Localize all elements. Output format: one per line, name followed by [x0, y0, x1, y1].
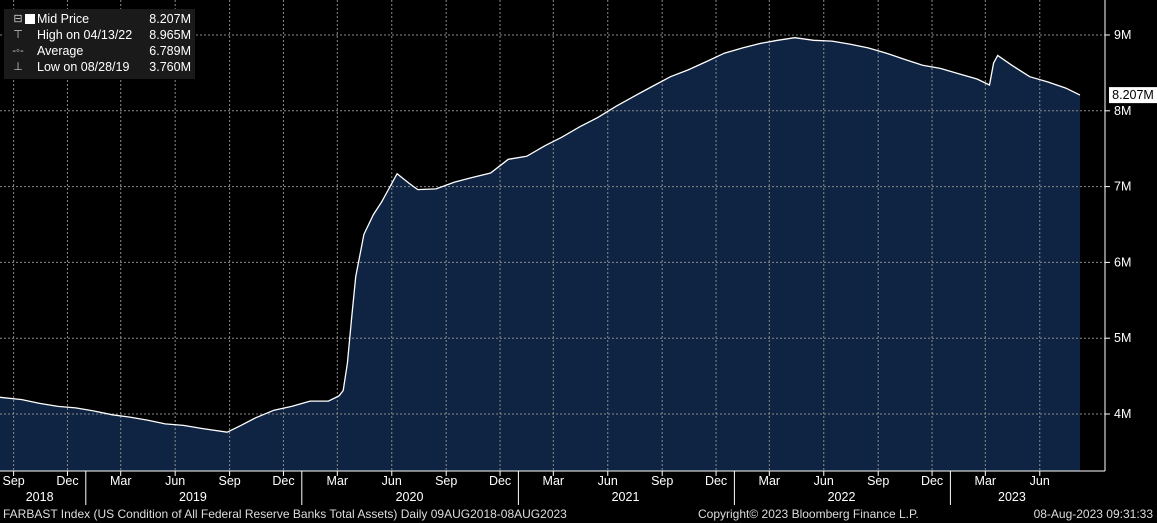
footer-timestamp: 08-Aug-2023 09:31:33 — [1033, 507, 1153, 521]
x-month-label: Sep — [2, 474, 24, 488]
legend-row-average: -◦- Average 6.789M — [4, 43, 195, 59]
x-month-label: Sep — [651, 474, 673, 488]
x-month-label: Sep — [435, 474, 457, 488]
x-month-label: Jun — [1030, 474, 1050, 488]
series-line — [0, 37, 1081, 433]
x-month-label: Dec — [489, 474, 511, 488]
series-swatch-icon — [25, 14, 35, 24]
y-tick-label: 8M — [1114, 104, 1131, 118]
legend-value-high: 8.965M — [149, 28, 191, 42]
legend-label-mid: Mid Price — [37, 12, 90, 26]
collapse-icon[interactable]: ⊟ — [13, 13, 23, 25]
legend-row-high: ⊤ High on 04/13/22 8.965M — [4, 27, 195, 43]
x-month-label: Sep — [218, 474, 240, 488]
y-tick-label: 6M — [1114, 255, 1131, 269]
legend-value-mid: 8.207M — [149, 12, 191, 26]
x-month-label: Jun — [382, 474, 402, 488]
legend-row-low: ⊥ Low on 08/28/19 3.760M — [4, 59, 195, 75]
legend-label-high: High on 04/13/22 — [37, 28, 133, 42]
legend-value-low: 3.760M — [149, 60, 191, 74]
legend-row-mid: ⊟ Mid Price 8.207M — [4, 11, 195, 27]
x-month-label: Dec — [921, 474, 943, 488]
low-marker-icon: ⊥ — [13, 61, 23, 73]
footer-ticker-info: FARBAST Index (US Condition of All Feder… — [3, 507, 567, 521]
x-month-label: Dec — [705, 474, 727, 488]
y-tick-label: 7M — [1114, 180, 1131, 194]
legend-value-average: 6.789M — [149, 44, 191, 58]
x-year-label: 2020 — [396, 490, 424, 504]
y-tick-label: 9M — [1114, 28, 1131, 42]
x-month-label: Mar — [975, 474, 997, 488]
series-area — [0, 37, 1080, 471]
high-marker-icon: ⊤ — [13, 29, 23, 41]
x-month-label: Mar — [759, 474, 781, 488]
x-month-label: Sep — [867, 474, 889, 488]
legend-label-average: Average — [37, 44, 84, 58]
y-tick-label: 5M — [1114, 331, 1131, 345]
x-year-label: 2022 — [828, 490, 856, 504]
x-month-label: Dec — [56, 474, 78, 488]
footer-bar: FARBAST Index (US Condition of All Feder… — [0, 505, 1157, 523]
x-year-label: 2018 — [26, 490, 54, 504]
x-year-label: 2023 — [998, 490, 1026, 504]
legend-label-low: Low on 08/28/19 — [37, 60, 130, 74]
last-value-badge — [1109, 87, 1157, 104]
x-month-label: Jun — [165, 474, 185, 488]
legend-box: ⊟ Mid Price 8.207M ⊤ High on 04/13/22 8.… — [4, 9, 195, 79]
x-month-label: Mar — [543, 474, 565, 488]
x-month-label: Jun — [598, 474, 618, 488]
last-value-label: 8.207M — [1112, 88, 1154, 102]
x-month-label: Mar — [327, 474, 349, 488]
x-year-label: 2019 — [179, 490, 207, 504]
footer-copyright: Copyright© 2023 Bloomberg Finance L.P. — [698, 507, 919, 521]
y-tick-label: 4M — [1114, 407, 1131, 421]
x-month-label: Mar — [110, 474, 132, 488]
x-month-label: Dec — [272, 474, 294, 488]
average-marker-icon: -◦- — [12, 45, 24, 57]
x-year-label: 2021 — [612, 490, 640, 504]
chart-svg: 4M 5M 6M 7M 8M 9M Sep Dec Mar Jun Sep Dec Mar Jun Sep D… — [0, 0, 1157, 505]
x-month-label: Jun — [814, 474, 834, 488]
